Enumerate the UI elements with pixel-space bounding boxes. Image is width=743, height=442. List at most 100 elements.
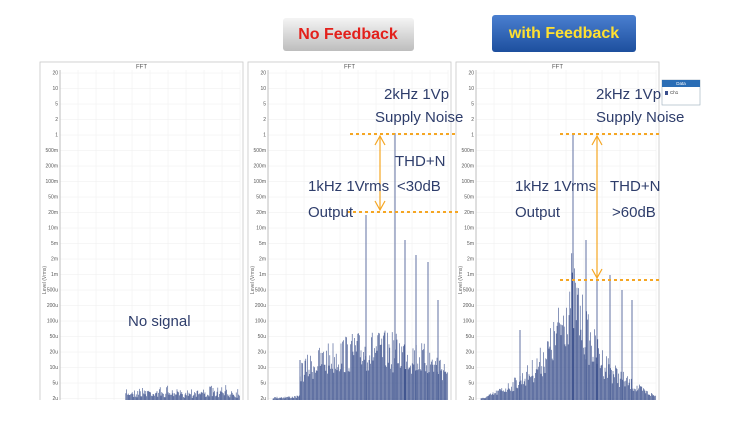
y-tick-label: 2u <box>260 396 266 402</box>
y-tick-label: 2m <box>467 256 474 262</box>
annotation: 2kHz 1Vp <box>384 86 449 103</box>
y-tick-label: 500u <box>47 287 58 293</box>
y-tick-label: 1 <box>55 132 58 138</box>
y-tick-label: 500u <box>463 287 474 293</box>
legend-swatch <box>665 91 668 95</box>
annotation: No signal <box>128 313 191 330</box>
y-tick-label: 50u <box>466 334 475 340</box>
y-tick-label: 10 <box>52 86 58 92</box>
y-tick-label: 500u <box>255 287 266 293</box>
y-tick-label: 5 <box>471 101 474 107</box>
y-tick-label: 200m <box>253 163 266 169</box>
y-tick-label: 50u <box>50 334 59 340</box>
legend-entry: Ch1 <box>670 90 679 95</box>
y-axis-label: Level (Vrms) <box>458 266 464 294</box>
y-tick-label: 2u <box>52 396 58 402</box>
y-tick-label: 50m <box>464 194 474 200</box>
annotation: 2kHz 1Vp <box>596 86 661 103</box>
y-tick-label: 20 <box>52 70 58 76</box>
y-tick-label: 10u <box>50 365 59 371</box>
y-tick-label: 200m <box>45 163 58 169</box>
y-tick-label: 2m <box>51 256 58 262</box>
y-tick-label: 100m <box>461 179 474 185</box>
panel <box>247 61 452 400</box>
panel-title: FFT <box>344 65 355 71</box>
legend-header <box>662 80 700 87</box>
annotation: 1kHz 1Vrms <box>515 178 596 195</box>
button[interactable] <box>283 18 414 51</box>
panel-title: FFT <box>136 65 147 71</box>
y-tick-label: 500m <box>461 148 474 154</box>
y-tick-label: 500m <box>253 148 266 154</box>
annotation: 1kHz 1Vrms <box>308 178 389 195</box>
y-tick-label: 500m <box>45 148 58 154</box>
y-tick-label: 2m <box>259 256 266 262</box>
y-tick-label: 50m <box>256 194 266 200</box>
y-tick-label: 20m <box>256 210 266 216</box>
panels: FFT 20 10 5 2 1 500m 200m 100m 50m 20m 10m 5m 2m 1m 500… <box>39 61 660 402</box>
y-tick-label: 2u <box>468 396 474 402</box>
y-tick-label: 20u <box>258 349 267 355</box>
annotation: Output <box>308 204 354 221</box>
y-tick-label: 5u <box>260 380 266 386</box>
y-tick-label: 10m <box>48 225 58 231</box>
spectrum <box>480 253 656 400</box>
y-tick-label: 5m <box>467 241 474 247</box>
y-tick-label: 2 <box>55 117 58 123</box>
y-tick-label: 10u <box>466 365 475 371</box>
y-tick-label: 200u <box>47 303 58 309</box>
button-label: with Feedback <box>508 25 619 42</box>
panel-title: FFT <box>552 65 563 71</box>
arrow-head <box>591 134 603 280</box>
y-tick-label: 200u <box>463 303 474 309</box>
y-tick-label: 2 <box>263 117 266 123</box>
y-tick-label: 100m <box>45 179 58 185</box>
y-tick-label: 5u <box>468 380 474 386</box>
annotation: Supply Noise <box>596 109 684 126</box>
panel <box>39 61 244 400</box>
y-tick-label: 2 <box>471 117 474 123</box>
spectrum <box>125 385 240 400</box>
y-tick-label: 200u <box>255 303 266 309</box>
y-tick-label: 20 <box>468 70 474 76</box>
arrow-head <box>374 134 386 212</box>
y-tick-label: 10 <box>260 86 266 92</box>
y-tick-label: 5m <box>51 241 58 247</box>
y-tick-label: 5 <box>55 101 58 107</box>
button[interactable] <box>492 15 636 52</box>
annotation: Output <box>515 204 561 221</box>
y-tick-label: 5u <box>52 380 58 386</box>
annotation: THD+N <box>610 178 660 195</box>
y-tick-label: 1m <box>259 272 266 278</box>
legend-title: Data <box>676 81 686 86</box>
button-label: No Feedback <box>298 26 398 43</box>
y-tick-label: 10m <box>464 225 474 231</box>
y-tick-label: 20m <box>48 210 58 216</box>
annotation: <30dB <box>397 178 441 195</box>
annotation: THD+N <box>395 153 445 170</box>
y-tick-label: 1 <box>471 132 474 138</box>
y-tick-label: 100m <box>253 179 266 185</box>
y-tick-label: 100u <box>463 318 474 324</box>
y-tick-label: 20m <box>464 210 474 216</box>
y-tick-label: 20u <box>50 349 59 355</box>
y-tick-label: 1m <box>51 272 58 278</box>
y-tick-label: 50u <box>258 334 267 340</box>
annotation: >60dB <box>612 204 656 221</box>
y-tick-label: 5 <box>263 101 266 107</box>
y-tick-label: 10u <box>258 365 267 371</box>
y-tick-label: 10m <box>256 225 266 231</box>
y-axis-label: Level (Vrms) <box>42 266 48 294</box>
y-tick-label: 100u <box>47 318 58 324</box>
annotation: Supply Noise <box>375 109 463 126</box>
y-tick-label: 1 <box>263 132 266 138</box>
y-tick-label: 10 <box>468 86 474 92</box>
y-axis-label: Level (Vrms) <box>250 266 256 294</box>
y-tick-label: 20u <box>466 349 475 355</box>
y-tick-label: 50m <box>48 194 58 200</box>
y-tick-label: 1m <box>467 272 474 278</box>
y-tick-label: 20 <box>260 70 266 76</box>
y-tick-label: 100u <box>255 318 266 324</box>
y-tick-label: 5m <box>259 241 266 247</box>
